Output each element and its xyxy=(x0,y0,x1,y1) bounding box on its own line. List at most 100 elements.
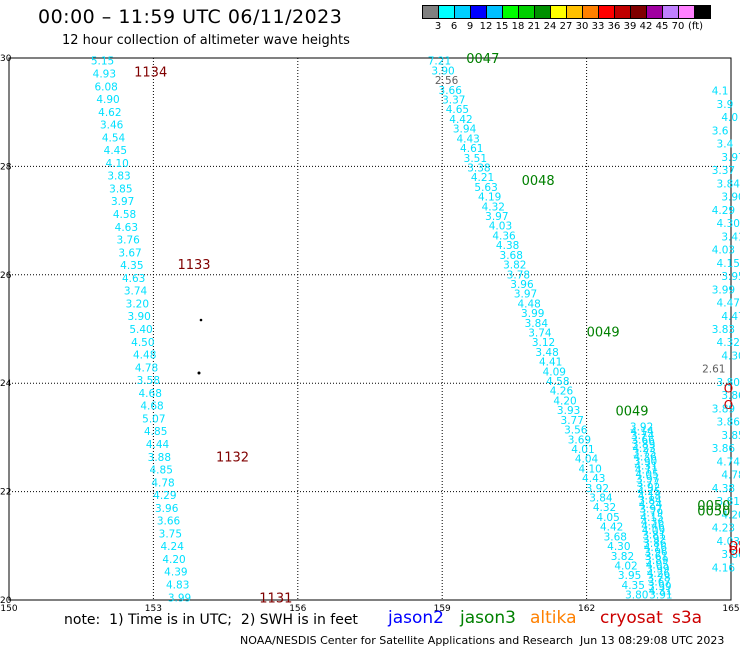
swh-value: 4.29 xyxy=(712,205,735,217)
swh-value: 3.12 xyxy=(532,337,555,349)
swh-value: 4.20 xyxy=(162,554,185,566)
swh-value: 4.78 xyxy=(135,362,158,374)
swh-value: 3.92 xyxy=(637,482,660,494)
pass-label: 1134 xyxy=(134,66,167,81)
swh-value: 3.97 xyxy=(514,289,537,301)
swh-value: 3.94 xyxy=(453,124,477,136)
swh-value: 4.63 xyxy=(115,222,138,234)
swh-value: 4.31 xyxy=(649,585,672,597)
swh-value: 3.81 xyxy=(717,496,740,508)
legend-label: 27 xyxy=(559,21,573,32)
swh-value: 3.92 xyxy=(643,534,666,546)
color-legend-labels: 3 6 9 12 15 18 21 24 27 30 33 36 39 42 45 70 (ft) xyxy=(422,21,703,32)
legend-label: 36 xyxy=(607,21,621,32)
swh-value: 3.80 xyxy=(625,590,648,602)
x-tick-label: 153 xyxy=(145,604,162,614)
swh-value: 3.75 xyxy=(159,528,182,540)
pass-label: 1132 xyxy=(216,450,249,465)
lat-lon-grid xyxy=(8,57,732,601)
swh-value: 3.96 xyxy=(155,503,179,515)
swh-value: 4.50 xyxy=(131,337,154,349)
swh-value: 3.95 xyxy=(618,570,641,582)
swh-value: 4.78 xyxy=(151,477,174,489)
swh-value: 3.89 xyxy=(632,439,655,451)
swh-value: 3.46 xyxy=(100,120,124,132)
mission-altika: altika xyxy=(530,608,577,628)
swh-value: 4.38 xyxy=(496,240,519,252)
swh-value: 4.58 xyxy=(113,209,136,221)
swh-value: 4.35 xyxy=(622,580,645,592)
swh-value: 3.78 xyxy=(647,572,670,584)
swh-value: 3.86 xyxy=(643,538,667,550)
swh-value: 3.6 xyxy=(712,125,729,137)
swh-value: 5.15 xyxy=(91,56,114,68)
swh-value: 4.38 xyxy=(712,483,735,495)
map-frame xyxy=(8,57,732,601)
legend-label: 9 xyxy=(466,21,474,32)
legend-label: 12 xyxy=(479,21,493,32)
swh-value: 3.93 xyxy=(557,405,580,417)
legend-label: 18 xyxy=(511,21,525,32)
swh-value: 3.91 xyxy=(649,590,672,602)
swh-value: 3.37 xyxy=(712,165,735,177)
swh-value: 3.88 xyxy=(148,452,171,464)
swh-value: 3.56 xyxy=(564,425,588,437)
map-title: 00:00 – 11:59 UTC 06/11/2023 xyxy=(38,6,343,28)
swh-value: 4.68 xyxy=(140,401,163,413)
swh-value: 3.77 xyxy=(636,478,659,490)
swh-value: 4.05 xyxy=(635,469,658,481)
land-dot xyxy=(199,318,203,322)
swh-value: 4.32 xyxy=(717,337,740,349)
legend-label: 33 xyxy=(591,21,605,32)
swh-value: 3.99 xyxy=(168,592,191,604)
swh-value: 7.21 xyxy=(428,56,451,68)
swh-value: 4.20 xyxy=(553,395,576,407)
swh-value: 4.48 xyxy=(133,350,156,362)
swh-value: 4.1 xyxy=(712,86,729,98)
swh-value: 4.45 xyxy=(104,145,127,157)
swh-value: 3.77 xyxy=(561,415,584,427)
swh-value: 3.92 xyxy=(586,483,609,495)
swh-value: 4.42 xyxy=(600,522,623,534)
swh-value: 3.97 xyxy=(485,211,508,223)
mission-cryosat: cryosat xyxy=(600,608,663,628)
swh-value: 4.16 xyxy=(712,562,736,574)
swh-value: 4.47 xyxy=(717,298,740,310)
swh-value: 3.66 xyxy=(157,516,181,528)
swh-value: 4.23 xyxy=(712,523,735,535)
swh-value: 3.74 xyxy=(124,286,148,298)
swh-value: 3.69 xyxy=(568,434,591,446)
swh-value: 3.66 xyxy=(439,85,463,97)
axis-tick-labels: 150 153 156 159 162 165 30 28 26 24 22 20 xyxy=(0,54,740,614)
swh-value: 4.24 xyxy=(639,499,663,511)
swh-value: 4.39 xyxy=(164,567,187,579)
legend-label: 39 xyxy=(623,21,637,32)
swh-value: 3.89 xyxy=(645,555,668,567)
swh-value: 4.30 xyxy=(607,541,630,553)
swh-value: 3.76 xyxy=(116,235,140,247)
swh-value: 4.21 xyxy=(471,172,494,184)
legend-label: 42 xyxy=(639,21,653,32)
y-tick-label: 24 xyxy=(0,379,12,389)
swh-value: 4.31 xyxy=(634,460,657,472)
swh-value: 4.02 xyxy=(614,560,637,572)
swh-value: 3.67 xyxy=(648,577,671,589)
swh-value: 4.03 xyxy=(717,536,740,548)
pass-label: 0049 xyxy=(587,326,620,341)
swh-value: 3.90 xyxy=(721,192,740,204)
swh-value: 4.36 xyxy=(633,452,657,464)
mission-jason2: jason2 xyxy=(388,608,444,628)
pass-label: 0048 xyxy=(522,174,555,189)
credit-text: NOAA/NESDIS Center for Satellite Applica… xyxy=(240,634,574,647)
swh-value: 4.43 xyxy=(456,133,479,145)
swh-value: 4.36 xyxy=(641,516,665,528)
x-tick-label: 162 xyxy=(578,604,595,614)
swh-value: 3.97 xyxy=(639,503,662,515)
legend-label: 15 xyxy=(495,21,509,32)
swh-value: 4.0 xyxy=(721,112,738,124)
swh-value: 3.51 xyxy=(464,153,487,165)
swh-value: 3.99 xyxy=(521,308,544,320)
swh-value: 4.85 xyxy=(150,465,173,477)
swh-value: 3.48 xyxy=(535,347,558,359)
